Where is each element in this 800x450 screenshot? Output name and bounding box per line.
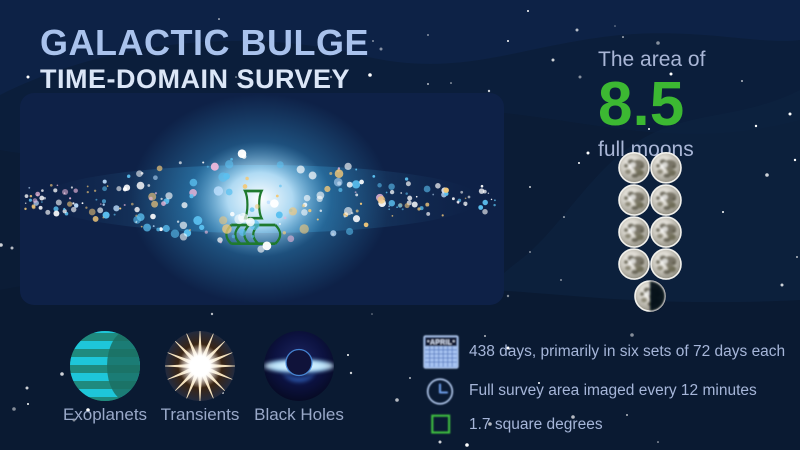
svg-text:APRIL: APRIL bbox=[430, 339, 453, 346]
